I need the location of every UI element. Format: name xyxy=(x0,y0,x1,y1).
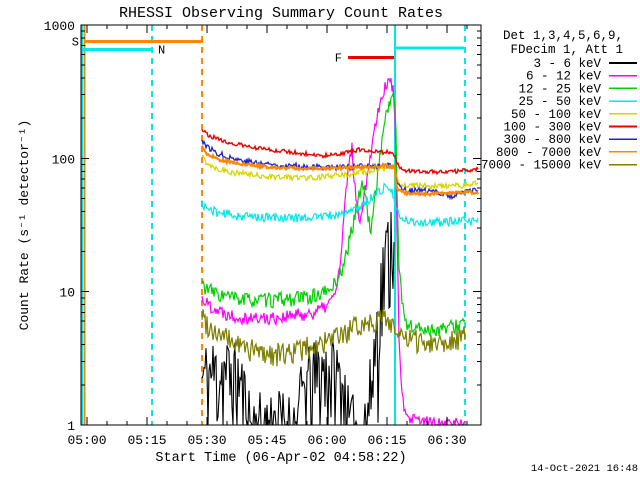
x-tick-label-05:15: 05:15 xyxy=(127,433,166,448)
x-tick-label-05:30: 05:30 xyxy=(187,433,226,448)
flag-label-N: N xyxy=(158,44,165,58)
x-tick-label-06:15: 06:15 xyxy=(367,433,406,448)
chart-title: RHESSI Observing Summary Count Rates xyxy=(119,5,443,22)
series-6-12keV xyxy=(201,78,466,427)
flag-label-F: F xyxy=(335,52,342,66)
y-tick-label-100: 100 xyxy=(52,152,75,167)
legend-item-label-yellow: 50 - 100 keV xyxy=(511,108,602,122)
series-50-100keV xyxy=(201,154,479,192)
x-axis-title: Start Time (06-Apr-02 04:58:22) xyxy=(155,451,406,466)
legend-item-label-blue: 300 - 800 keV xyxy=(503,133,601,147)
legend-item-label-green: 12 - 25 keV xyxy=(518,82,601,96)
legend-header-decim-att: FDecim 1, Att 1 xyxy=(510,43,623,57)
y-axis-title: Count Rate (s⁻¹ detector⁻¹) xyxy=(17,120,32,331)
legend-item-label-cyan: 25 - 50 keV xyxy=(518,95,601,109)
x-tick-label-05:45: 05:45 xyxy=(247,433,286,448)
plot-creation-timestamp: 14-Oct-2021 16:48 xyxy=(531,463,638,475)
legend-item-label-black: 3 - 6 keV xyxy=(533,57,601,71)
flag-label-S: S xyxy=(72,35,79,49)
y-tick-label-1: 1 xyxy=(67,419,75,434)
x-tick-label-05:00: 05:00 xyxy=(67,433,106,448)
series-800-7000keV xyxy=(201,145,479,198)
legend-header-detectors: Det 1,3,4,5,6,9, xyxy=(503,29,623,43)
legend-item-label-orange: 800 - 7000 keV xyxy=(496,146,602,160)
series-7000-15000keV xyxy=(201,309,466,367)
x-tick-label-06:00: 06:00 xyxy=(307,433,346,448)
x-tick-label-06:30: 06:30 xyxy=(427,433,466,448)
y-tick-label-10: 10 xyxy=(59,286,75,301)
y-tick-label-1000: 1000 xyxy=(44,19,75,34)
legend-item-label-magenta: 6 - 12 keV xyxy=(526,70,602,84)
series-12-25keV xyxy=(201,91,466,338)
series-100-300keV xyxy=(201,129,479,176)
legend-item-label-olive: 7000 - 15000 keV xyxy=(481,159,602,173)
legend-item-label-red: 100 - 300 keV xyxy=(503,121,601,135)
series-25-50keV xyxy=(201,182,479,228)
plot-box xyxy=(80,24,482,426)
